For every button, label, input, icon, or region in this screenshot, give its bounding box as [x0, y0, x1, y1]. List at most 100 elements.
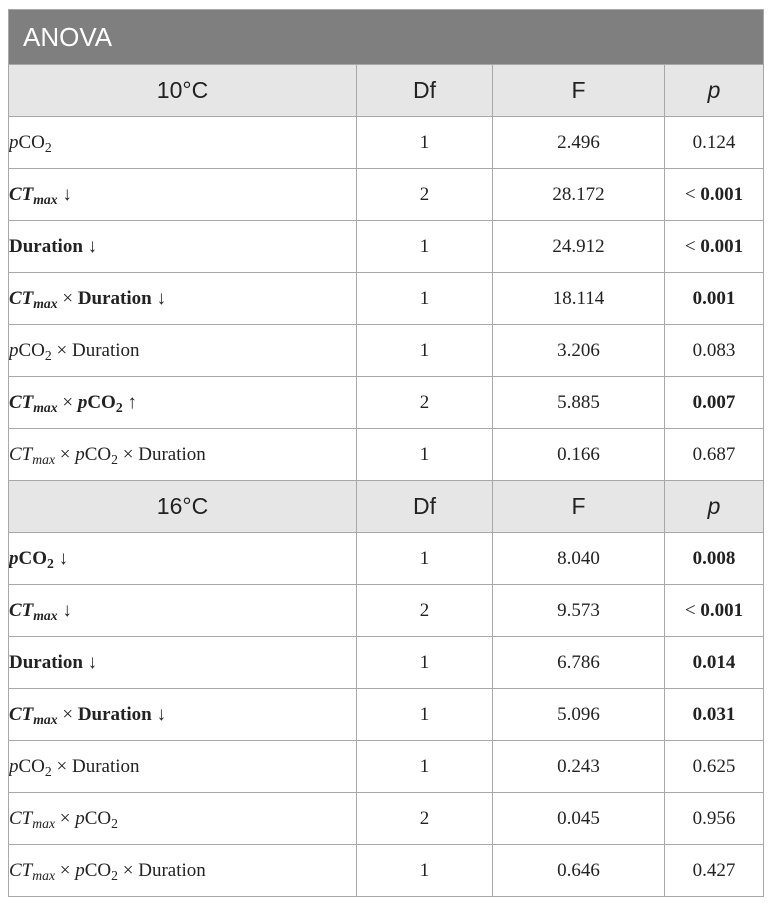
f-cell: 24.912 [492, 220, 665, 273]
df-cell: 1 [356, 428, 493, 481]
f-cell: 9.573 [492, 584, 665, 637]
term-variable: p [75, 859, 85, 881]
term-subscript: max [33, 399, 58, 415]
term-text: Duration [138, 443, 206, 465]
table-row: pCO2 ↓ 1 8.040 0.008 [8, 532, 765, 585]
p-value: 0.031 [692, 703, 736, 725]
term-text: Duration [71, 755, 140, 777]
f-cell: 0.045 [492, 792, 665, 845]
table-row: CTmax × pCO2 2 0.045 0.956 [8, 792, 765, 845]
times-operator: × [59, 807, 71, 829]
p-prefix: < [684, 183, 696, 205]
term-subscript: 2 [111, 815, 118, 831]
table-row: pCO2 × Duration 1 0.243 0.625 [8, 740, 765, 793]
term-subscript: max [33, 191, 58, 207]
column-header-p: p [663, 64, 765, 117]
term-text: CO [18, 339, 45, 361]
term-variable: CT [9, 859, 33, 881]
term-variable: p [75, 443, 85, 465]
p-value: 0.083 [692, 339, 736, 361]
times-operator: × [62, 703, 74, 725]
arrow-down-icon: ↓ [58, 547, 69, 569]
f-cell: 18.114 [492, 272, 665, 325]
table-row: CTmax × Duration ↓ 1 5.096 0.031 [8, 688, 765, 741]
times-operator: × [59, 859, 71, 881]
p-value: 0.625 [692, 755, 736, 777]
column-header-df: Df [356, 480, 493, 533]
term-cell: CTmax × Duration ↓ [8, 272, 357, 325]
f-cell: 0.166 [492, 428, 665, 481]
p-value-cell: 0.014 [663, 636, 765, 689]
p-value: 0.001 [700, 235, 744, 257]
arrow-down-icon: ↓ [62, 599, 72, 621]
p-value-cell: 0.007 [663, 376, 765, 429]
df-cell: 1 [356, 324, 493, 377]
term-text: Duration [9, 651, 83, 673]
term-text: CO [84, 443, 112, 465]
column-header-f: F [492, 64, 665, 117]
title-row: ANOVA [7, 9, 765, 65]
term-text: CO [87, 391, 116, 413]
term-variable: CT [9, 183, 34, 205]
times-operator: × [59, 443, 71, 465]
arrow-down-icon: ↓ [62, 183, 72, 205]
f-cell: 8.040 [492, 532, 665, 585]
f-cell: 0.646 [492, 844, 665, 897]
term-variable: p [9, 339, 19, 361]
times-operator: × [62, 287, 74, 309]
term-text: Duration [138, 859, 206, 881]
term-cell: Duration ↓ [8, 636, 357, 689]
p-value: 0.687 [692, 443, 736, 465]
term-cell: pCO2 × Duration [8, 740, 357, 793]
term-subscript: 2 [47, 555, 54, 571]
term-text: Duration [77, 287, 152, 309]
term-subscript: 2 [44, 347, 52, 363]
term-variable: p [9, 547, 19, 569]
p-value: 0.007 [692, 391, 736, 413]
df-cell: 1 [356, 740, 493, 793]
p-value-cell: 0.083 [663, 324, 765, 377]
term-subscript: max [32, 867, 56, 883]
df-cell: 1 [356, 844, 493, 897]
arrow-down-icon: ↓ [156, 703, 166, 725]
term-cell: Duration ↓ [8, 220, 357, 273]
f-cell: 2.496 [492, 116, 665, 169]
column-header-df: Df [356, 64, 493, 117]
f-cell: 28.172 [492, 168, 665, 221]
term-subscript: 2 [111, 451, 118, 467]
table-row: CTmax ↓ 2 28.172 < 0.001 [8, 168, 765, 221]
p-value: 0.001 [700, 599, 744, 621]
p-value-cell: < 0.001 [663, 168, 765, 221]
f-cell: 0.243 [492, 740, 665, 793]
temperature-header: 16°C [8, 480, 357, 533]
term-text: CO [84, 807, 112, 829]
table-row: CTmax × pCO2 ↑ 2 5.885 0.007 [8, 376, 765, 429]
term-variable: p [77, 391, 88, 413]
df-cell: 2 [356, 376, 493, 429]
p-value: 0.014 [692, 651, 736, 673]
p-value-cell: 0.625 [663, 740, 765, 793]
arrow-up-icon: ↑ [127, 391, 137, 413]
p-value-cell: 0.001 [663, 272, 765, 325]
f-cell: 5.885 [492, 376, 665, 429]
df-cell: 1 [356, 116, 493, 169]
term-text: CO [84, 859, 112, 881]
table-row: pCO2 1 2.496 0.124 [8, 116, 765, 169]
term-text: Duration [77, 703, 152, 725]
table-row: Duration ↓ 1 24.912 < 0.001 [8, 220, 765, 273]
term-subscript: max [33, 295, 58, 311]
term-subscript: 2 [44, 139, 52, 155]
table-row: pCO2 × Duration 1 3.206 0.083 [8, 324, 765, 377]
table-row: CTmax × Duration ↓ 1 18.114 0.001 [8, 272, 765, 325]
term-subscript: max [32, 815, 56, 831]
term-cell: CTmax × pCO2 × Duration [8, 844, 357, 897]
p-value: 0.001 [700, 183, 744, 205]
term-variable: CT [9, 287, 34, 309]
f-cell: 6.786 [492, 636, 665, 689]
p-value-cell: < 0.001 [663, 584, 765, 637]
df-cell: 1 [356, 272, 493, 325]
f-cell: 3.206 [492, 324, 665, 377]
